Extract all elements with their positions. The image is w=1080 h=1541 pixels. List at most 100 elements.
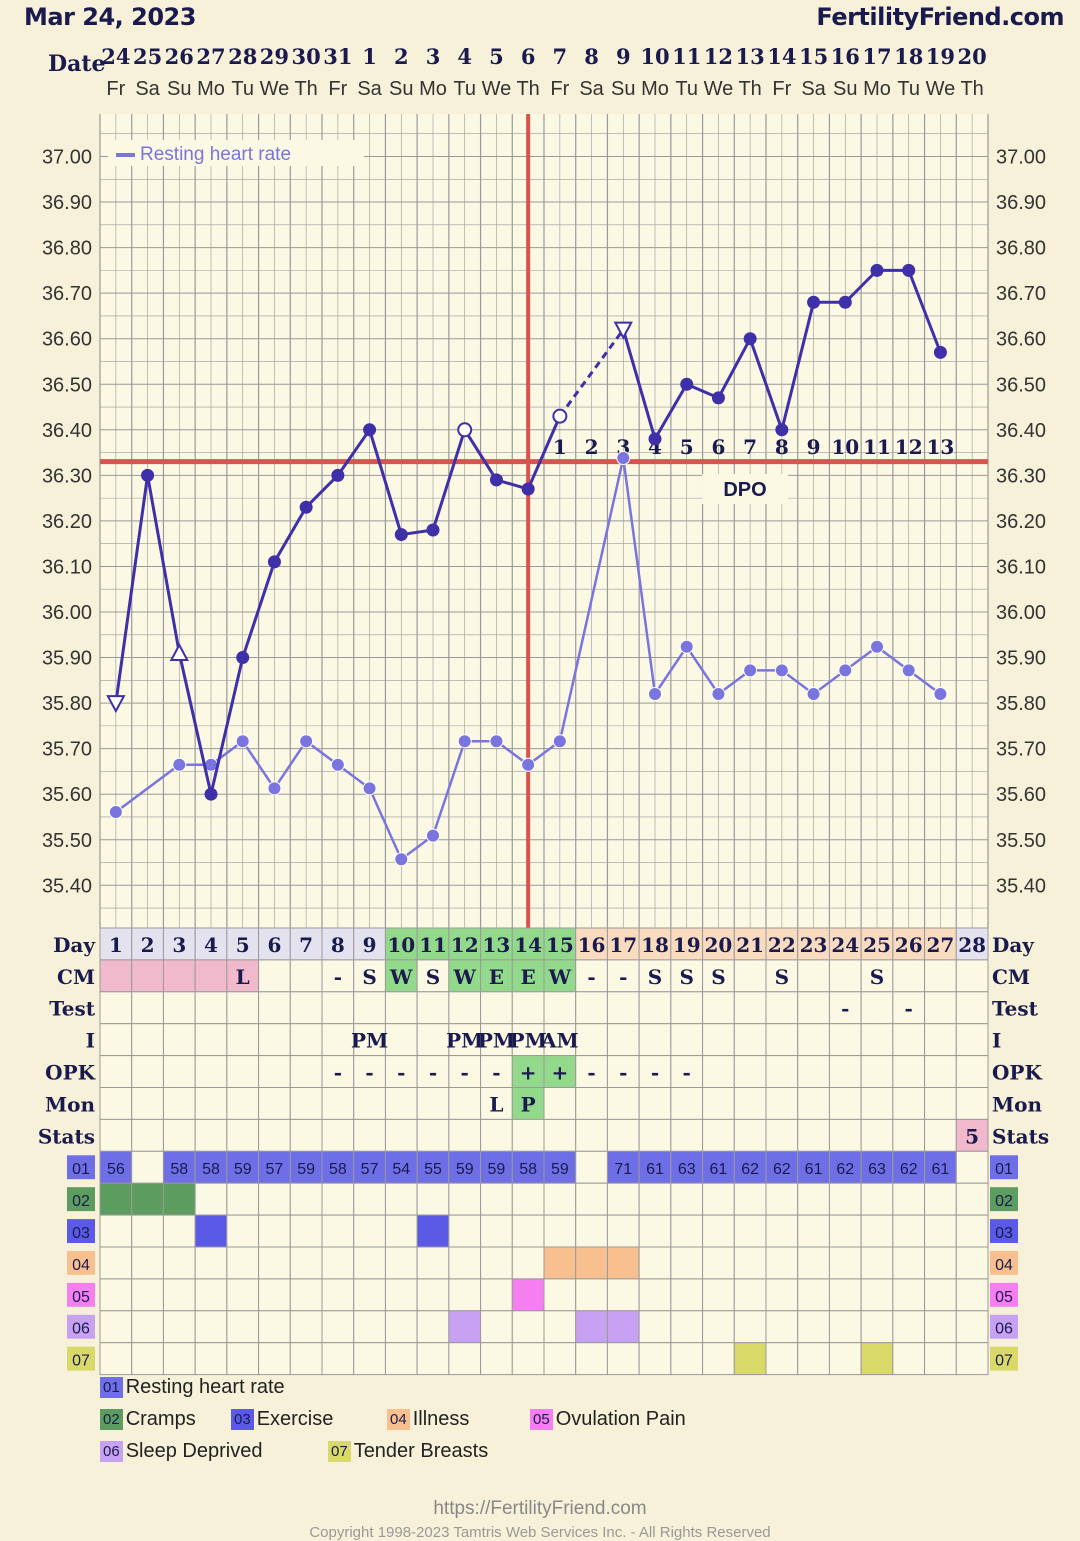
weekday-label: Mo [641, 78, 669, 100]
rhr-point [774, 663, 789, 678]
date-label: 29 [260, 44, 289, 69]
temp-point-tri-down [613, 321, 633, 340]
symptom-cell [828, 1182, 862, 1216]
symptom-cell [131, 1278, 164, 1312]
symptom-cell [606, 1246, 640, 1280]
y-tick-left: 36.90 [42, 192, 92, 214]
temp-segment [463, 428, 498, 481]
table-cell [416, 959, 450, 993]
table-cell [416, 1023, 450, 1057]
rhr-cell-value: 56 [107, 1161, 125, 1178]
footer-url[interactable]: https://FertilityFriend.com [433, 1498, 647, 1519]
symptom-cell [860, 1310, 894, 1344]
symptom-cell [828, 1214, 862, 1248]
rhr-point [299, 734, 314, 749]
site-name[interactable]: FertilityFriend.com [816, 3, 1064, 31]
symptom-cell [955, 1310, 989, 1344]
temp-segment [907, 269, 942, 353]
symptom-cell [955, 1182, 989, 1216]
y-tick-right: 35.80 [996, 693, 1046, 715]
table-cell [131, 1087, 164, 1120]
rhr-legend-label: Resting heart rate [140, 144, 291, 165]
grid [99, 114, 989, 928]
symptom-cell [511, 1182, 545, 1216]
day-cell-value: 21 [736, 933, 764, 957]
temp-point [870, 263, 884, 277]
symptom-cell [828, 1150, 862, 1184]
symptom-cell [162, 1246, 196, 1280]
temp-segment [368, 429, 403, 535]
symptom-cell [860, 1278, 894, 1312]
table-cell [892, 1023, 926, 1057]
symptom-cell [575, 1182, 608, 1216]
day-cell-value: 6 [267, 933, 281, 957]
dpo-number: 6 [711, 435, 725, 459]
symptom-cell [702, 1246, 735, 1280]
table-cell [480, 959, 513, 993]
date-label: 2 [394, 44, 409, 69]
symptom-cell [733, 1246, 767, 1280]
dpo-number: 5 [680, 435, 694, 459]
symptom-code-badge-right [990, 1346, 1018, 1371]
symptom-cell [638, 1182, 672, 1216]
symptom-cell [416, 1182, 450, 1216]
symptom-cell [797, 1310, 830, 1344]
footer-copyright: Copyright 1998-2023 Tamtris Web Services… [309, 1524, 771, 1541]
temp-segment [748, 338, 784, 431]
symptom-code-right: 06 [995, 1321, 1013, 1338]
table-cell [606, 1087, 640, 1120]
date-label: 1 [362, 44, 377, 69]
rhr-cell-value: 58 [202, 1161, 220, 1178]
table-cell [416, 1055, 450, 1088]
date-label: 20 [958, 44, 987, 69]
table-cell [892, 959, 926, 993]
temp-point [711, 391, 725, 405]
symptom-cell [480, 1150, 513, 1184]
symptom-cell [606, 1342, 640, 1376]
symptom-cell [480, 1246, 513, 1280]
table-cell [702, 1087, 735, 1120]
table-cell [416, 991, 450, 1025]
symptom-cell [860, 1214, 894, 1248]
symptom-code-right: 04 [995, 1257, 1013, 1274]
symptom-cell [860, 1246, 894, 1280]
cm-cell-value: - [587, 965, 595, 989]
temp-point [521, 482, 535, 496]
temp-segment [209, 657, 245, 795]
day-row-label-right: Day [992, 933, 1035, 957]
symptom-code-badge-left [67, 1187, 95, 1212]
table-cell [131, 1055, 164, 1088]
y-tick-right: 35.70 [996, 739, 1046, 761]
weekday-label: Mo [419, 78, 447, 100]
symptom-cell [924, 1342, 957, 1376]
date-label: 16 [831, 44, 860, 69]
symptom-cell [797, 1246, 830, 1280]
table-cell [860, 991, 894, 1025]
symptom-cell [416, 1214, 450, 1248]
temp-segment [336, 428, 371, 477]
weekday-label: Sa [135, 78, 160, 100]
date-label: 28 [228, 44, 257, 69]
symptom-cell [162, 1182, 196, 1216]
dpo-number: 11 [863, 435, 891, 459]
y-tick-left: 36.50 [42, 374, 92, 396]
symptom-cell [448, 1310, 482, 1344]
i-cell-value: PM [478, 1029, 515, 1053]
legend-item: 02 Cramps [100, 1408, 196, 1431]
symptom-cell [765, 1214, 799, 1248]
rhr-cell-value: 62 [773, 1161, 791, 1178]
dpo-number: 7 [743, 435, 757, 459]
symptom-cell [702, 1214, 735, 1248]
table-cell [702, 1023, 735, 1057]
symptom-code-right: 05 [995, 1289, 1013, 1306]
temp-point [204, 787, 218, 801]
i-row-label-left: I [86, 1029, 95, 1053]
legend-item: 01 Resting heart rate [100, 1376, 285, 1399]
table-cell [638, 1023, 672, 1057]
symptom-cell [226, 1214, 260, 1248]
y-tick-left: 35.70 [42, 739, 92, 761]
table-cell [638, 991, 672, 1025]
cm-cell-value: S [362, 965, 376, 989]
symptom-cell [670, 1214, 704, 1248]
legend-label: Ovulation Pain [555, 1408, 686, 1430]
